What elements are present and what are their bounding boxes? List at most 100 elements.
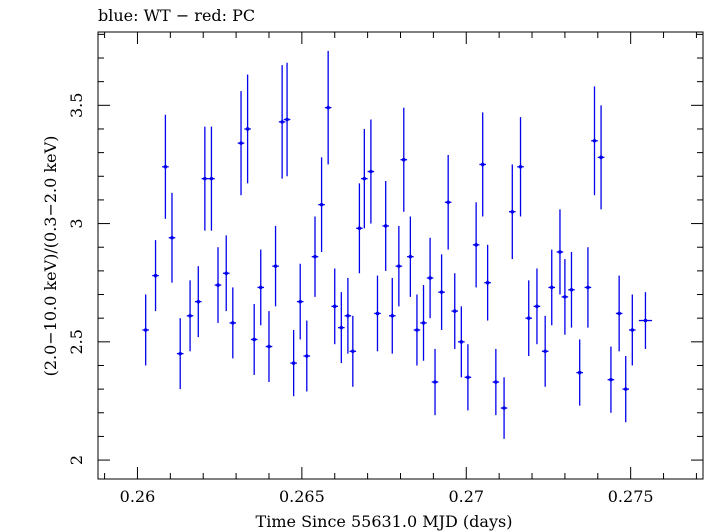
point-marker (313, 254, 317, 259)
data-point (509, 164, 516, 260)
data-point (629, 294, 636, 366)
x-tick-label: 0.26 (120, 487, 156, 506)
point-marker (592, 138, 597, 143)
data-point (367, 119, 375, 224)
point-marker (459, 340, 464, 344)
data-point (186, 280, 194, 352)
data-point (152, 240, 159, 312)
point-marker (480, 162, 485, 167)
point-marker (586, 285, 590, 290)
data-point (201, 126, 209, 231)
chart-header: blue: WT − red: PC (98, 6, 256, 25)
point-marker (428, 276, 432, 280)
data-point (303, 320, 311, 392)
data-point (556, 209, 564, 295)
data-point (561, 259, 569, 335)
x-tick-label: 0.27 (448, 487, 484, 506)
plot-frame (97, 31, 704, 480)
data-point (361, 128, 368, 229)
point-marker (563, 295, 567, 299)
data-point (349, 315, 357, 387)
point-marker (543, 349, 547, 354)
y-tick-label: 3 (67, 218, 86, 228)
point-marker (609, 377, 613, 382)
point-marker (239, 141, 243, 145)
data-point (517, 117, 524, 217)
data-point (426, 237, 434, 319)
data-point (479, 112, 486, 217)
data-point (208, 126, 215, 231)
data-point (444, 154, 452, 250)
data-point (311, 216, 319, 297)
point-marker (351, 349, 355, 354)
y-axis-label: (2.0−10.0 keV)/(0.3−2.0 keV) (41, 136, 60, 377)
point-marker (408, 254, 413, 259)
point-marker (623, 387, 628, 391)
data-point (324, 50, 332, 165)
data-point (250, 303, 258, 375)
point-marker (474, 243, 478, 247)
point-marker (446, 200, 450, 205)
point-marker (339, 325, 344, 330)
data-point (395, 225, 403, 307)
data-point (265, 311, 273, 383)
point-marker (224, 271, 229, 276)
point-marker (267, 344, 271, 349)
point-marker (362, 176, 367, 181)
data-point (597, 105, 605, 210)
data-point (272, 225, 279, 307)
point-marker (231, 321, 235, 325)
data-point (607, 346, 615, 413)
point-marker (163, 165, 168, 169)
axis-ticks (98, 32, 703, 479)
point-marker (558, 250, 562, 254)
x-tick-label: 0.265 (279, 487, 325, 506)
point-marker (170, 235, 174, 240)
y-tick-label: 2.5 (67, 329, 86, 354)
data-point (622, 356, 630, 423)
data-point (472, 202, 480, 288)
data-point (492, 348, 500, 416)
data-point (168, 192, 176, 283)
data-points (142, 50, 653, 439)
point-marker (326, 105, 330, 110)
data-point (382, 181, 389, 271)
data-point (278, 65, 286, 179)
point-marker (273, 264, 278, 268)
y-tick-label: 2 (67, 455, 86, 465)
point-marker (390, 314, 395, 318)
data-point (290, 330, 297, 397)
data-point (615, 275, 623, 352)
point-marker (494, 380, 498, 384)
point-marker (439, 290, 444, 294)
data-point (244, 74, 251, 184)
data-point (407, 216, 414, 297)
point-marker (415, 328, 419, 332)
point-marker (245, 127, 250, 131)
data-point (229, 287, 237, 359)
data-point (458, 306, 465, 378)
point-marker (401, 157, 406, 162)
axis-tick-labels: 0.26 0.265 0.27 0.275 2 2.5 3 3.5 (67, 93, 654, 506)
data-point (638, 292, 653, 349)
data-point (331, 268, 339, 345)
point-marker (357, 226, 362, 231)
data-point (338, 292, 345, 364)
data-point (568, 251, 575, 328)
data-point (413, 294, 421, 366)
data-point (162, 114, 169, 219)
point-marker (510, 209, 515, 214)
point-marker (526, 316, 531, 320)
data-point (420, 285, 427, 361)
x-axis-label: Time Since 55631.0 MJD (days) (256, 512, 513, 531)
point-marker (452, 309, 457, 313)
point-marker (332, 304, 337, 309)
point-marker (285, 117, 289, 122)
point-marker (178, 351, 183, 356)
point-marker (209, 176, 214, 181)
point-marker (577, 370, 582, 375)
data-point (533, 268, 541, 345)
data-point (431, 348, 439, 416)
point-marker (298, 299, 303, 304)
